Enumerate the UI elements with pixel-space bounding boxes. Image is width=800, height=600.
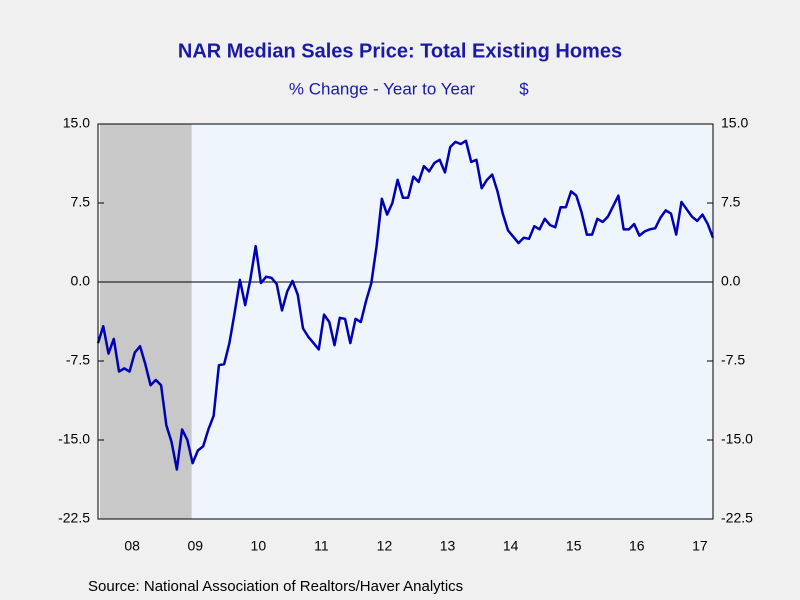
units-label: $: [519, 79, 529, 98]
y-tick-label: 0.0: [71, 273, 91, 289]
y2-tick-label: -22.5: [721, 510, 753, 526]
x-tick-label: 13: [440, 538, 456, 554]
y2-tick-label: 0.0: [721, 273, 741, 289]
y-tick-label: 15.0: [63, 115, 90, 131]
data-line: [96, 139, 715, 471]
y-tick-label: -7.5: [66, 352, 90, 368]
y-tick-label: -15.0: [58, 431, 90, 447]
y-tick-label: 7.5: [71, 194, 91, 210]
x-tick-label: 09: [187, 538, 203, 554]
chart-subtitle: % Change - Year to Year: [289, 79, 476, 98]
y2-tick-label: 7.5: [721, 194, 741, 210]
x-tick-label: 17: [692, 538, 708, 554]
y2-tick-label: -7.5: [721, 352, 745, 368]
x-tick-label: 14: [503, 538, 519, 554]
x-tick-label: 15: [566, 538, 582, 554]
x-tick-label: 08: [124, 538, 140, 554]
y-tick-label: -22.5: [58, 510, 90, 526]
recession-shade: [100, 124, 192, 519]
chart-title: NAR Median Sales Price: Total Existing H…: [178, 40, 622, 62]
x-tick-label: 12: [377, 538, 393, 554]
plot-frame: [97, 123, 714, 520]
x-tick-label: 11: [314, 538, 329, 554]
source-note: Source: National Association of Realtors…: [88, 578, 463, 595]
y2-tick-label: -15.0: [721, 431, 753, 447]
x-tick-label: 16: [629, 538, 645, 554]
plot-area: [98, 124, 713, 519]
x-tick-label: 10: [251, 538, 267, 554]
y2-tick-label: 15.0: [721, 115, 748, 131]
